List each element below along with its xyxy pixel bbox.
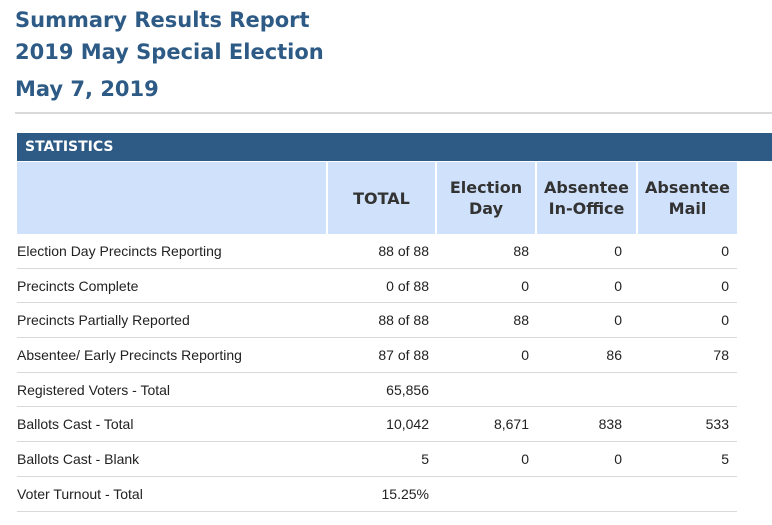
absentee-in-office-value: 0 <box>614 243 622 259</box>
total-value: 65,856 <box>386 381 429 398</box>
row-label: Ballots Cast - Total <box>17 416 134 433</box>
absentee-in-office-value: 86 <box>606 347 622 364</box>
total-value: 88 of 88 <box>378 312 429 329</box>
absentee-in-office-value: 0 <box>614 277 622 294</box>
total-value: 15.25% <box>381 485 429 502</box>
absentee-in-office-value: 838 <box>598 416 622 433</box>
election-day-value: 0 <box>521 277 529 294</box>
absentee-in-office-value: 0 <box>614 451 622 468</box>
column-header-total: TOTAL <box>328 162 435 234</box>
total-value: 88 of 88 <box>378 243 429 259</box>
absentee-mail-value: 78 <box>713 347 729 364</box>
total-value: 87 of 88 <box>378 347 429 364</box>
statistics-table-header: TOTAL Election Day Absentee In-Office Ab… <box>17 162 737 234</box>
statistics-table-body: Election Day Precincts Reporting 88 of 8… <box>17 234 737 512</box>
election-name: 2019 May Special Election <box>15 40 324 64</box>
row-label: Voter Turnout - Total <box>17 485 143 502</box>
table-row: Absentee/ Early Precincts Reporting 87 o… <box>17 338 737 373</box>
column-header-absentee-in-office: Absentee In-Office <box>537 162 636 234</box>
table-row: Ballots Cast - Total 10,042 8,671 838 53… <box>17 407 737 443</box>
election-day-value: 0 <box>521 451 529 468</box>
table-row: Ballots Cast - Blank 5 0 0 5 <box>17 442 737 477</box>
table-row: Election Day Precincts Reporting 88 of 8… <box>17 234 737 269</box>
total-value: 10,042 <box>386 416 429 433</box>
title-divider <box>15 112 772 114</box>
election-date: May 7, 2019 <box>15 77 159 101</box>
report-title: Summary Results Report <box>15 8 310 32</box>
row-label: Election Day Precincts Reporting <box>17 243 222 259</box>
election-day-value: 88 <box>513 312 529 329</box>
column-header-election-day: Election Day <box>437 162 535 234</box>
absentee-mail-value: 0 <box>721 243 729 259</box>
row-label: Precincts Partially Reported <box>17 312 190 329</box>
absentee-mail-value: 0 <box>721 312 729 329</box>
row-label: Absentee/ Early Precincts Reporting <box>17 347 242 364</box>
row-label: Ballots Cast - Blank <box>17 451 140 468</box>
total-value: 5 <box>421 451 429 468</box>
absentee-mail-value: 5 <box>721 451 729 468</box>
statistics-section-header: STATISTICS <box>17 133 772 161</box>
absentee-in-office-value: 0 <box>614 312 622 329</box>
election-day-value: 88 <box>513 243 529 259</box>
table-row: Voter Turnout - Total 15.25% <box>17 477 737 512</box>
absentee-mail-value: 533 <box>705 416 729 433</box>
column-header-label <box>17 162 326 234</box>
election-day-value: 0 <box>521 347 529 364</box>
table-row: Registered Voters - Total 65,856 <box>17 373 737 408</box>
column-header-absentee-mail: Absentee Mail <box>638 162 737 234</box>
total-value: 0 of 88 <box>386 277 429 294</box>
election-day-value: 8,671 <box>493 416 529 433</box>
table-row: Precincts Partially Reported 88 of 88 88… <box>17 303 737 339</box>
row-label: Precincts Complete <box>17 277 139 294</box>
row-label: Registered Voters - Total <box>17 381 171 398</box>
table-row: Precincts Complete 0 of 88 0 0 0 <box>17 269 737 304</box>
absentee-mail-value: 0 <box>721 277 729 294</box>
